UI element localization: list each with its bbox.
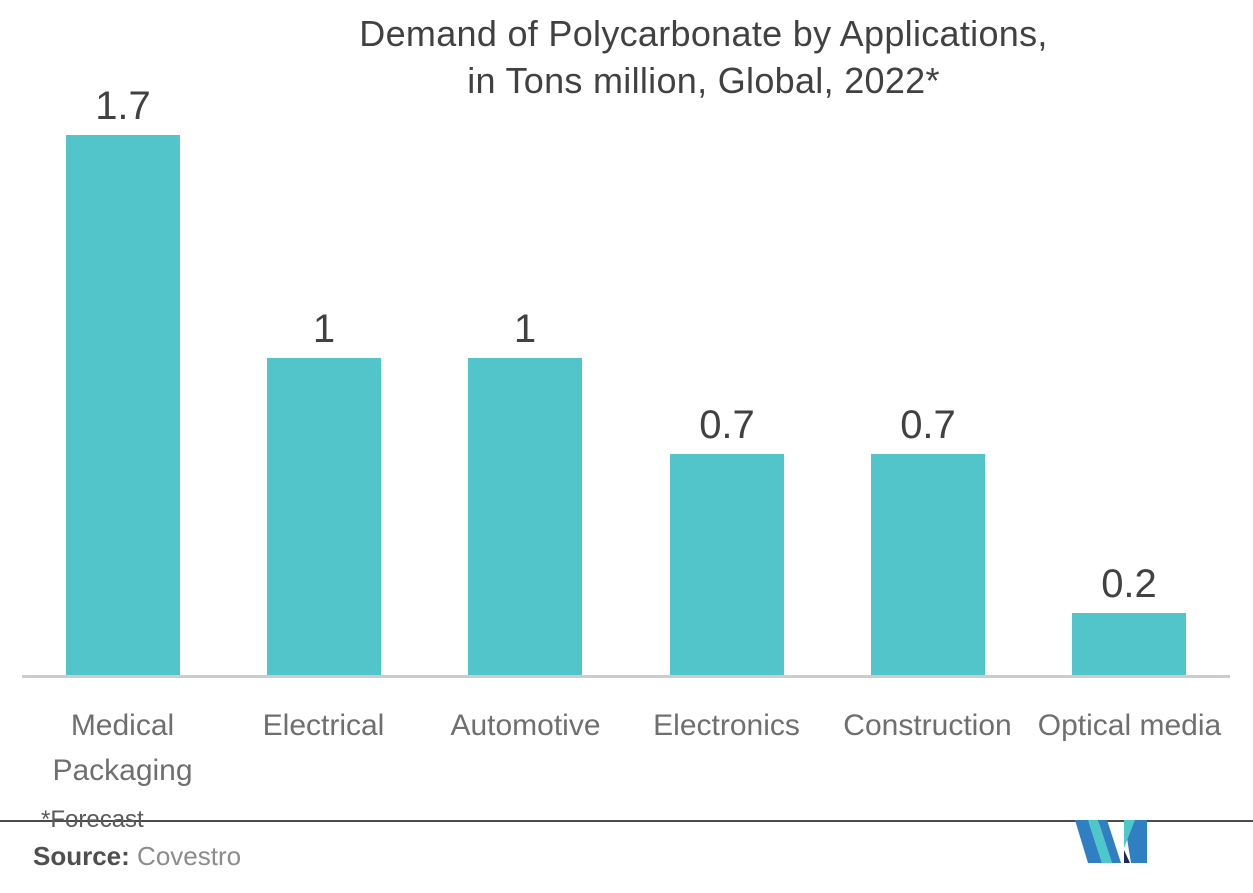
category-label: Optical media <box>1037 709 1222 742</box>
category-label: Automotive <box>450 709 601 742</box>
bar-value-label: 1.7 <box>95 84 151 128</box>
logo-left-blue-stroke <box>1075 820 1102 863</box>
mordor-intelligence-m-logo <box>1075 820 1147 863</box>
chart-title-line2: in Tons million, Global, 2022* <box>467 60 940 101</box>
bar-construction <box>871 454 985 677</box>
category-label: Construction <box>843 709 1012 742</box>
bar-value-label: 1 <box>312 307 336 351</box>
bar-value-label: 0.2 <box>1101 562 1157 606</box>
bar-value-label: 1 <box>513 307 537 351</box>
bar-medical-packaging <box>66 135 180 677</box>
logo-right-teal-wedge <box>1124 820 1135 848</box>
bar-electronics <box>670 454 784 677</box>
source-note: Source: Covestro <box>33 841 241 871</box>
footer-divider-line <box>0 820 1253 822</box>
chart-title: Demand of Polycarbonate by Applications,… <box>150 10 1253 104</box>
logo-navy-wedge-bottom <box>1124 850 1130 863</box>
logo-mid-blue-stroke <box>1098 820 1121 863</box>
bar-electrical <box>267 358 381 677</box>
x-axis-line <box>22 675 1230 678</box>
category-label: Electrical <box>262 709 385 742</box>
chart-title-line1: Demand of Polycarbonate by Applications, <box>359 13 1048 54</box>
bar-value-label: 0.7 <box>699 403 755 447</box>
forecast-note: *Forecast <box>41 806 144 833</box>
category-label: Electronics <box>653 709 800 742</box>
source-value: Covestro <box>129 841 242 871</box>
logo-teal-stroke <box>1088 820 1112 863</box>
source-label: Source: <box>33 841 130 871</box>
bar-value-label: 0.7 <box>900 403 956 447</box>
category-label: Medical Packaging <box>52 709 193 787</box>
bar-optical-media <box>1072 613 1186 677</box>
bar-automotive <box>468 358 582 677</box>
